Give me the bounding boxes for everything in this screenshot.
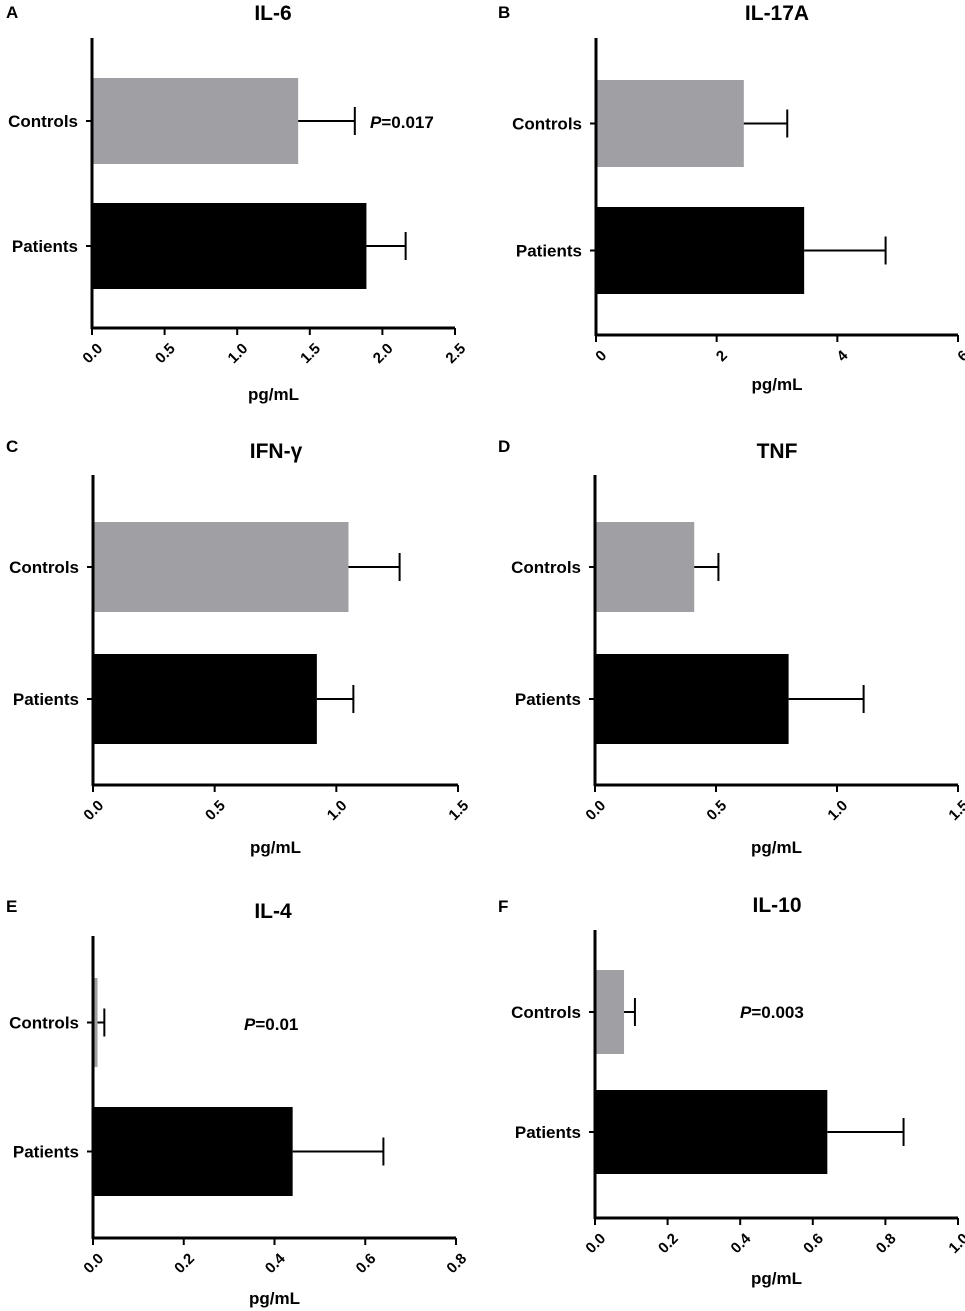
category-label-b-patients: Patients [516,242,582,261]
x-tick-label-c-1: 0.5 [202,797,229,824]
x-tick-label-a-5: 2.5 [442,340,469,367]
x-tick-label-f-1: 0.2 [655,1230,682,1257]
panel-letter-f: F [498,897,508,916]
bar-c-controls [93,522,349,612]
category-label-a-patients: Patients [12,237,78,256]
p-value-annotation-a: P=0.017 [370,113,434,132]
category-label-f-controls: Controls [511,1003,581,1022]
chart-title-d: TNF [757,440,798,463]
panel-letter-a: A [6,3,18,22]
bar-d-controls [595,522,695,612]
x-tick-label-e-0: 0.0 [80,1250,107,1277]
x-axis-label-b: pg/mL [752,375,803,394]
x-tick-label-b-3: 6 [954,347,965,365]
bar-a-patients [92,203,367,289]
x-axis-label-d: pg/mL [751,838,802,857]
chart-title-b: IL-17A [745,2,809,25]
category-label-c-controls: Controls [9,558,79,577]
x-tick-label-c-3: 1.5 [445,797,472,824]
category-label-b-controls: Controls [512,115,582,134]
panel-letter-b: B [498,3,510,22]
x-tick-label-e-3: 0.6 [353,1250,380,1277]
x-tick-label-b-1: 2 [713,347,731,365]
x-tick-label-f-4: 0.8 [873,1230,900,1257]
chart-title-a: IL-6 [254,2,291,25]
category-label-d-patients: Patients [515,690,581,709]
x-tick-label-b-0: 0 [592,347,610,365]
x-tick-label-d-1: 0.5 [703,797,730,824]
x-axis-label-c: pg/mL [250,838,301,857]
x-tick-label-a-3: 1.5 [297,340,324,367]
x-tick-label-d-3: 1.5 [945,797,965,824]
x-tick-label-c-2: 1.0 [324,797,351,824]
p-value-a: =0.017 [381,113,433,132]
bar-b-patients [596,207,805,294]
x-tick-label-a-1: 0.5 [152,340,179,367]
p-value-annotation-e: P=0.01 [244,1015,298,1034]
x-tick-label-f-3: 0.6 [800,1230,827,1257]
chart-title-f: IL-10 [752,894,801,917]
x-tick-label-a-4: 2.0 [370,340,397,367]
x-tick-label-f-0: 0.0 [582,1230,609,1257]
p-symbol-a: P [370,113,382,132]
category-label-e-patients: Patients [13,1143,79,1162]
bar-f-controls [595,970,625,1054]
panel-letter-d: D [498,437,510,456]
p-symbol-f: P [740,1003,752,1022]
x-axis-label-e: pg/mL [249,1289,300,1308]
x-axis-label-f: pg/mL [751,1269,802,1288]
bar-a-controls [92,78,299,164]
bar-c-patients [93,654,317,744]
p-value-annotation-f: P=0.003 [740,1003,804,1022]
category-label-e-controls: Controls [9,1014,79,1033]
bar-f-patients [595,1090,828,1174]
p-value-f: =0.003 [751,1003,803,1022]
bar-d-patients [595,654,789,744]
bar-e-patients [93,1107,293,1196]
x-tick-label-d-0: 0.0 [582,797,609,824]
x-tick-label-f-2: 0.4 [728,1230,755,1257]
category-label-c-patients: Patients [13,690,79,709]
x-tick-label-f-5: 1.0 [945,1230,965,1257]
category-label-f-patients: Patients [515,1123,581,1142]
x-tick-label-a-0: 0.0 [79,340,106,367]
chart-title-e: IL-4 [254,900,292,923]
bar-e-controls [93,978,98,1067]
panel-letter-c: C [6,437,18,456]
panel-letter-e: E [6,897,17,916]
x-tick-label-a-2: 1.0 [225,340,252,367]
category-label-d-controls: Controls [511,558,581,577]
chart-title-c: IFN-γ [250,440,303,463]
x-axis-label-a: pg/mL [248,385,299,404]
x-tick-label-e-1: 0.2 [171,1250,198,1277]
p-value-e: =0.01 [255,1015,298,1034]
category-label-a-controls: Controls [8,112,78,131]
bar-b-controls [596,80,744,167]
p-symbol-e: P [244,1015,256,1034]
x-tick-label-e-4: 0.8 [443,1250,470,1277]
x-tick-label-c-0: 0.0 [80,797,107,824]
x-tick-label-d-2: 1.0 [824,797,851,824]
x-tick-label-e-2: 0.4 [262,1250,289,1277]
x-tick-label-b-2: 4 [834,347,852,365]
